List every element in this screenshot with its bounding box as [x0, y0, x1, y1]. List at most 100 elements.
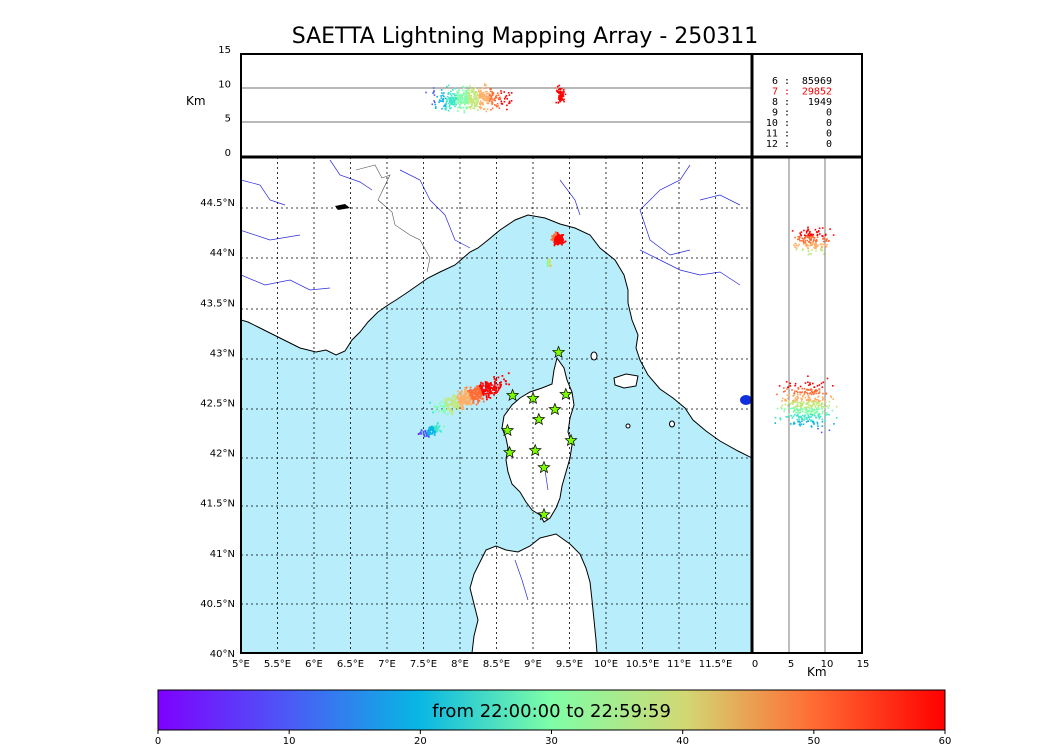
altitude-point: [432, 91, 435, 93]
side-point: [788, 402, 791, 404]
source-point: [472, 398, 475, 401]
source-point: [499, 386, 501, 389]
source-point: [464, 402, 467, 405]
side-point: [785, 416, 788, 418]
side-point: [807, 253, 810, 256]
source-point: [475, 398, 478, 400]
source-point: [484, 392, 487, 395]
altitude-point: [468, 89, 470, 92]
source-point: [456, 402, 458, 404]
altitude-point: [481, 87, 483, 89]
side-point: [801, 417, 803, 419]
source-point: [424, 430, 427, 433]
side-point: [801, 408, 804, 410]
source-point: [477, 401, 479, 404]
side-point: [823, 243, 826, 246]
side-point: [791, 230, 794, 232]
altitude-point: [480, 91, 483, 94]
source-point: [427, 429, 430, 431]
source-point: [470, 395, 473, 398]
source-point: [478, 390, 480, 393]
altitude-point: [486, 90, 488, 93]
source-point: [556, 231, 559, 234]
source-point: [440, 400, 443, 403]
side-point: [812, 408, 814, 411]
side-point: [821, 235, 823, 237]
altitude-point: [452, 98, 454, 100]
altitude-point: [463, 111, 466, 114]
source-point: [469, 399, 472, 402]
side-point: [829, 228, 831, 230]
altitude-point: [478, 94, 480, 97]
side-point: [796, 407, 798, 410]
lat-tick-label: 44.5°N: [200, 198, 235, 209]
side-point: [803, 406, 806, 409]
side-point: [794, 400, 797, 402]
lon-tick-label: 5.5°E: [264, 659, 291, 670]
side-point: [786, 404, 789, 407]
altitude-point: [561, 95, 563, 98]
altitude-point: [449, 97, 452, 100]
side-point: [807, 395, 809, 397]
source-point: [457, 405, 460, 408]
side-point: [810, 393, 813, 396]
source-point: [469, 396, 471, 399]
side-point: [802, 240, 804, 242]
source-point: [427, 433, 430, 436]
side-point: [801, 398, 803, 400]
source-point: [551, 239, 554, 242]
source-point: [450, 397, 452, 400]
side-point: [799, 391, 801, 394]
source-point: [444, 411, 446, 414]
side-point: [835, 417, 838, 419]
altitude-point: [448, 102, 450, 105]
altitude-point: [490, 108, 492, 111]
altitude-point: [457, 106, 459, 109]
side-point: [811, 244, 814, 246]
side-point: [803, 393, 805, 396]
source-point: [487, 383, 489, 385]
side-point: [808, 399, 811, 401]
side-point: [819, 233, 821, 235]
source-point: [435, 407, 438, 410]
source-point: [474, 387, 476, 390]
side-point: [821, 227, 824, 229]
colorbar-tick-label: 10: [283, 736, 296, 747]
source-point: [440, 430, 442, 433]
side-point: [805, 417, 808, 419]
altitude-point: [501, 103, 504, 105]
source-point: [445, 409, 448, 411]
side-point: [824, 419, 826, 422]
altitude-point: [556, 85, 559, 88]
source-point: [450, 412, 453, 414]
source-point: [434, 405, 436, 408]
source-point: [465, 391, 468, 394]
side-tick-labels: 0 5 10 15: [752, 659, 870, 670]
source-point: [488, 385, 491, 388]
altitude-point: [480, 89, 482, 92]
altitude-point: [477, 101, 479, 103]
side-point: [819, 415, 822, 418]
side-point: [815, 416, 818, 419]
altitude-point: [470, 103, 473, 105]
side-point: [824, 406, 827, 409]
source-point: [476, 387, 479, 390]
side-point: [804, 382, 807, 384]
altitude-point: [452, 99, 455, 101]
altitude-point: [485, 84, 487, 86]
side-point: [818, 413, 820, 416]
altitude-point: [483, 108, 485, 110]
altitude-point: [558, 98, 560, 101]
altitude-point: [450, 93, 452, 95]
side-point: [818, 227, 821, 230]
source-point: [448, 404, 451, 406]
count-row-label: 9 :: [772, 108, 790, 119]
side-point: [799, 232, 801, 234]
source-point: [472, 400, 475, 402]
side-point: [811, 234, 814, 237]
source-point: [450, 402, 453, 404]
source-point: [493, 378, 496, 380]
source-point: [463, 395, 465, 397]
side-point: [810, 406, 813, 408]
altitude-point: [450, 101, 452, 104]
